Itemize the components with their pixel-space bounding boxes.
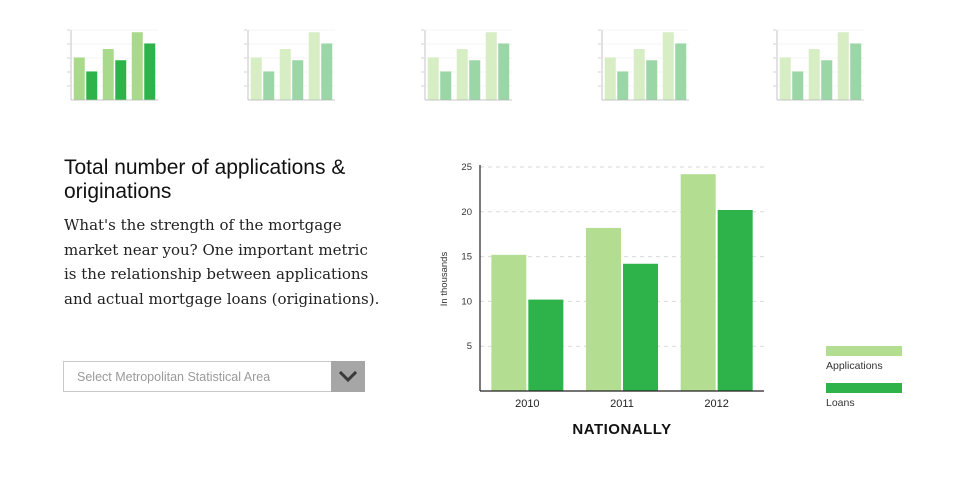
thumb-bar [485,32,497,100]
chart-heading: NATIONALLY [572,421,672,438]
thumb-bar [86,71,98,100]
chart-thumbnail[interactable] [418,26,518,104]
bar-loans-2012[interactable] [717,210,753,391]
thumb-bar [469,60,481,100]
legend-label-loans: Loans [826,397,855,409]
bar-applications-2010[interactable] [491,254,527,391]
chart-thumbnail[interactable] [64,26,164,104]
thumb-bar [102,49,114,100]
thumb-bar [144,43,156,100]
thumb-bar [808,49,820,100]
thumbnail-chart-svg [773,29,864,101]
thumb-bar [427,57,439,100]
thumb-bar [633,49,645,100]
thumb-bar [779,57,791,100]
thumb-bar [850,43,862,100]
thumb-bar [115,60,127,100]
section-title: Total number of applications & originati… [64,156,346,203]
thumb-bar [279,49,291,100]
main-chart: 5 10 15 20 25 In thousands 2010 2011 2012 [430,150,780,420]
section-description: What's the strength of the mortgage mark… [64,216,380,308]
thumb-bar [250,57,262,100]
bar-applications-2011[interactable] [586,227,621,391]
bar-applications-2012[interactable] [680,174,716,391]
thumbnail-chart-svg [67,29,158,101]
thumb-bar [308,32,320,100]
msa-select-placeholder: Select Metropolitan Statistical Area [77,370,271,384]
chart-thumbnail[interactable] [241,26,341,104]
legend-label-applications: Applications [826,360,883,372]
y-tick-label: 5 [467,341,472,352]
thumb-bar [440,71,452,100]
chart-thumbnail[interactable] [595,26,695,104]
thumb-bar [837,32,849,100]
thumbnail-chart-svg [598,29,689,101]
bar-loans-2010[interactable] [528,299,564,391]
thumb-bar [604,57,616,100]
thumb-bar [617,71,629,100]
thumbnail-chart-svg [244,29,335,101]
thumbnail-chart-svg [421,29,512,101]
thumb-bar [662,32,674,100]
thumb-bar [73,57,85,100]
legend-item-applications: Applications [826,346,906,383]
main-chart-svg: 5 10 15 20 25 In thousands 2010 2011 2012 [439,162,764,410]
chart-thumbnail[interactable] [770,26,870,104]
thumb-bar [821,60,833,100]
thumb-bar [792,71,804,100]
y-tick-label: 25 [461,162,472,173]
dropdown-toggle-button[interactable] [331,361,365,392]
thumb-bar [675,43,687,100]
x-tick-label: 2010 [515,398,539,410]
legend-swatch-loans [826,383,902,393]
legend-swatch-applications [826,346,902,356]
chart-legend: Applications Loans [826,346,906,420]
thumb-bar [263,71,275,100]
thumb-bar [646,60,658,100]
msa-select[interactable]: Select Metropolitan Statistical Area [63,361,365,392]
thumb-bar [292,60,304,100]
thumb-bar [321,43,333,100]
y-tick-label: 10 [461,296,472,307]
thumb-bar [456,49,468,100]
thumb-bar [498,43,510,100]
chevron-down-icon [338,370,358,383]
y-tick-label: 20 [461,207,472,218]
x-tick-label: 2011 [610,398,634,410]
x-tick-label: 2012 [704,398,728,410]
y-axis-label: In thousands [439,252,450,307]
chart-thumbnail-strip [0,0,960,110]
legend-item-loans: Loans [826,383,906,420]
bar-loans-2011[interactable] [623,263,658,391]
thumb-bar [131,32,143,100]
y-tick-label: 15 [461,252,472,263]
